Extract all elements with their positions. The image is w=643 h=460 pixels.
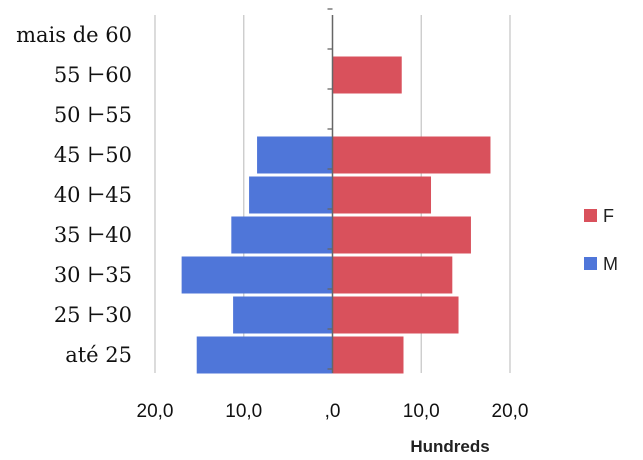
x-tick-label-3: 10,0 <box>403 401 440 422</box>
category-label-5: 45 ⊢50 <box>54 143 132 167</box>
category-label-2: 30 ⊢35 <box>54 263 132 287</box>
category-label-3: 35 ⊢40 <box>54 223 132 247</box>
bar-f-3 <box>332 216 471 254</box>
bar-m-0 <box>196 336 333 374</box>
x-tick-label-4: 20,0 <box>492 401 529 422</box>
bar-f-7 <box>332 56 402 94</box>
bar-m-1 <box>233 296 333 334</box>
category-label-7: 55 ⊢60 <box>54 63 132 87</box>
category-label-6: 50 ⊢55 <box>54 103 132 127</box>
x-tick-label-2: ,0 <box>325 401 341 422</box>
category-label-4: 40 ⊢45 <box>54 183 132 207</box>
bar-m-3 <box>231 216 333 254</box>
category-axis <box>327 8 334 373</box>
bar-m-5 <box>257 136 333 174</box>
x-tick-labels: 20,0 10,0 ,0 10,0 20,0 <box>137 401 529 422</box>
bars <box>181 56 491 374</box>
bar-f-2 <box>332 256 453 294</box>
bar-m-4 <box>249 176 333 214</box>
bar-f-0 <box>332 336 404 374</box>
bar-f-5 <box>332 136 491 174</box>
legend: FM <box>584 206 618 274</box>
bar-m-2 <box>181 256 333 294</box>
category-labels: até 25 25 ⊢30 30 ⊢35 35 ⊢40 40 ⊢45 45 ⊢50 50 ⊢… <box>16 23 132 367</box>
legend-swatch-m <box>584 257 597 270</box>
legend-label-f: F <box>603 206 614 226</box>
category-label-0: até 25 <box>65 343 132 367</box>
category-label-8: mais de 60 <box>16 23 132 47</box>
category-label-1: 25 ⊢30 <box>54 303 132 327</box>
bar-f-1 <box>332 296 459 334</box>
x-tick-label-1: 10,0 <box>225 401 262 422</box>
x-tick-label-0: 20,0 <box>137 401 174 422</box>
bar-f-4 <box>332 176 432 214</box>
legend-label-m: M <box>603 254 618 274</box>
legend-swatch-f <box>584 209 597 222</box>
display-unit-label: Hundreds <box>410 437 489 456</box>
